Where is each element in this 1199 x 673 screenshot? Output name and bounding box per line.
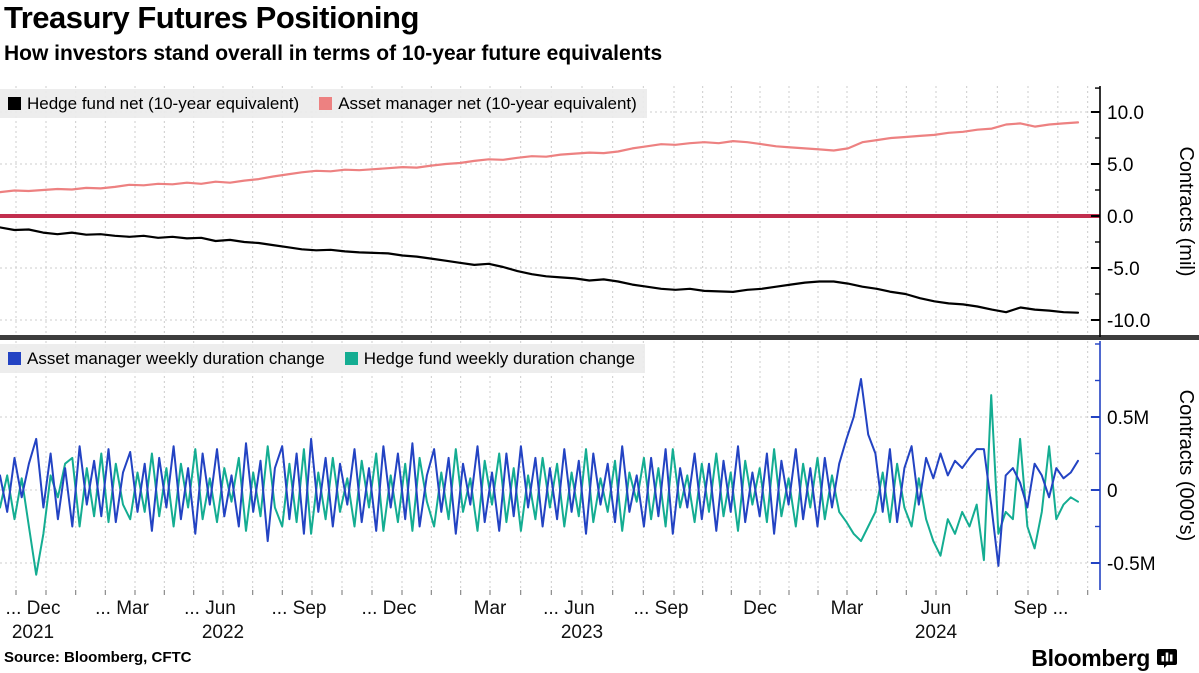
x-tick-label: ... Jun — [184, 598, 236, 619]
x-tick-label: ... Dec — [6, 598, 61, 619]
y-tick-label: 10.0 — [1107, 103, 1144, 124]
page-title: Treasury Futures Positioning — [4, 0, 419, 35]
legend-item-asset-manager-change: Asset manager weekly duration change — [8, 349, 325, 369]
bloomberg-logo: Bloomberg — [1031, 645, 1177, 672]
y-tick-label: -10.0 — [1107, 311, 1150, 332]
bloomberg-terminal-icon — [1157, 649, 1177, 668]
x-tick-label: ... Mar — [95, 598, 150, 619]
top-panel-legend: Hedge fund net (10-year equivalent) Asse… — [0, 89, 647, 118]
x-tick-label: Sep ... — [1014, 598, 1069, 619]
y-axis-title: Contracts (mil) — [1175, 146, 1197, 276]
x-tick-label: Dec — [743, 598, 777, 619]
page-subtitle: How investors stand overall in terms of … — [4, 42, 663, 65]
legend-label: Hedge fund net (10-year equivalent) — [27, 93, 300, 113]
year-label: 2023 — [561, 622, 603, 643]
y-tick-label: 0.5M — [1107, 408, 1149, 429]
year-label: 2022 — [202, 622, 244, 643]
hedge-fund-change-swatch-icon — [344, 352, 358, 365]
x-tick-label: ... Sep — [634, 598, 689, 619]
asset-manager-duration-change-line — [0, 378, 1079, 567]
x-tick-label: ... Jun — [543, 598, 595, 619]
asset-manager-change-swatch-icon — [8, 352, 21, 365]
asset-manager-net-line — [0, 121, 1080, 194]
y-tick-label: 0 — [1107, 481, 1118, 502]
year-label: 2021 — [12, 622, 54, 643]
legend-label: Asset manager net (10-year equivalent) — [338, 93, 637, 113]
year-label: 2024 — [915, 622, 958, 643]
x-tick-label: ... Dec — [362, 598, 417, 619]
legend-label: Hedge fund weekly duration change — [363, 348, 635, 368]
hedge-fund-net-swatch-icon — [8, 97, 21, 110]
panel-divider — [0, 335, 1199, 340]
x-tick-label: Jun — [921, 598, 952, 619]
x-tick-label: Mar — [474, 598, 507, 619]
legend-item-hedge-fund-change: Hedge fund weekly duration change — [344, 348, 635, 369]
y-axis-title: Contracts (000's) — [1175, 390, 1197, 542]
legend-label: Asset manager weekly duration change — [27, 348, 325, 368]
bloomberg-wordmark: Bloomberg — [1031, 645, 1150, 671]
y-tick-label: -0.5M — [1107, 554, 1156, 575]
legend-item-hedge-fund-net: Hedge fund net (10-year equivalent) — [8, 94, 299, 114]
x-tick-label: ... Sep — [272, 598, 327, 619]
hedge-fund-net-line — [0, 226, 1080, 314]
legend-item-asset-manager-net: Asset manager net (10-year equivalent) — [319, 94, 637, 114]
bottom-panel-legend: Asset manager weekly duration change Hed… — [0, 344, 645, 373]
y-tick-label: 5.0 — [1107, 155, 1133, 176]
y-tick-label: -5.0 — [1107, 259, 1140, 280]
source-line: Source: Bloomberg, CFTC — [4, 649, 192, 666]
asset-manager-net-swatch-icon — [319, 97, 333, 110]
y-tick-label: 0.0 — [1107, 207, 1133, 228]
x-tick-label: Mar — [831, 598, 864, 619]
treasury-futures-chart: 10.0 5.0 0.0 -5.0 -10.0 Contracts (mil) 0.5M 0 -… — [0, 86, 1199, 643]
